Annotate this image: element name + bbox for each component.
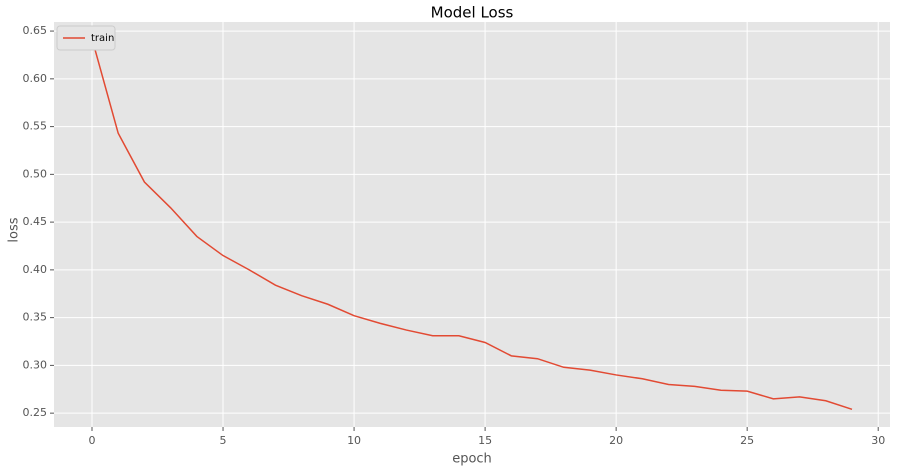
x-tick-label: 20 (609, 434, 623, 447)
x-tick-label: 15 (478, 434, 492, 447)
x-tick-label: 0 (89, 434, 96, 447)
y-tick-label: 0.30 (23, 358, 48, 371)
y-tick-label: 0.25 (23, 406, 48, 419)
x-tick-label: 5 (220, 434, 227, 447)
y-tick-label: 0.45 (23, 215, 48, 228)
y-tick-label: 0.65 (23, 24, 48, 37)
x-tick-label: 10 (347, 434, 361, 447)
y-axis-label: loss (7, 217, 22, 242)
x-tick-label: 25 (740, 434, 754, 447)
chart-title: Model Loss (431, 4, 514, 22)
legend-label: train (91, 33, 114, 44)
y-tick-label: 0.40 (23, 263, 48, 276)
y-tick-label: 0.50 (23, 167, 48, 180)
line-series (91, 38, 853, 411)
plot-area (54, 22, 890, 427)
x-axis-label: epoch (452, 452, 492, 467)
x-tick-label: 30 (871, 434, 885, 447)
y-tick-label: 0.60 (23, 72, 48, 85)
y-tick-label: 0.35 (23, 311, 48, 324)
y-tick-label: 0.55 (23, 120, 48, 133)
legend-box (56, 25, 116, 51)
